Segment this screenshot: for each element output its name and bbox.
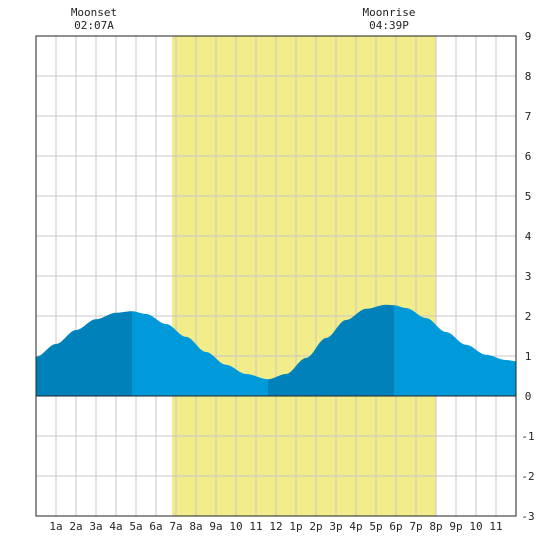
x-tick-label: 10 <box>229 520 242 533</box>
tide-falling-segment <box>132 311 268 396</box>
x-tick-label: 9p <box>449 520 462 533</box>
y-tick-label: -2 <box>521 470 534 483</box>
moonset-time: 02:07A <box>74 19 114 32</box>
y-tick-label: 0 <box>525 390 532 403</box>
x-tick-label: 11 <box>489 520 502 533</box>
y-tick-label: 2 <box>525 310 532 323</box>
y-axis-labels: -3 -2 -1 0 1 2 3 4 5 6 7 8 9 <box>521 30 534 523</box>
x-tick-label: 8p <box>429 520 442 533</box>
tide-falling-segment <box>394 305 516 396</box>
x-tick-label: 9a <box>209 520 222 533</box>
x-tick-label: 4p <box>349 520 362 533</box>
moonrise-time: 04:39P <box>369 19 409 32</box>
grid-lines <box>36 36 516 516</box>
x-tick-label: 6p <box>389 520 402 533</box>
x-tick-label: 12 <box>269 520 282 533</box>
y-tick-label: 6 <box>525 150 532 163</box>
x-tick-label: 5a <box>129 520 142 533</box>
y-tick-label: -3 <box>521 510 534 523</box>
x-axis-labels: 1a 2a 3a 4a 5a 6a 7a 8a 9a 10 11 12 1p 2p 3p 4p 5p 6p 7p 8p… <box>49 520 502 533</box>
y-tick-label: 4 <box>525 230 532 243</box>
x-tick-label: 1a <box>49 520 62 533</box>
moonset-label: Moonset <box>71 6 117 19</box>
y-tick-label: 7 <box>525 110 532 123</box>
x-tick-label: 1p <box>289 520 302 533</box>
x-tick-label: 6a <box>149 520 162 533</box>
tide-rising-segment <box>268 304 394 396</box>
moonrise-label: Moonrise <box>363 6 416 19</box>
tide-area <box>36 304 516 396</box>
x-tick-label: 3p <box>329 520 342 533</box>
x-tick-label: 4a <box>109 520 122 533</box>
y-tick-label: 9 <box>525 30 532 43</box>
tide-rising-segment <box>36 311 132 396</box>
y-tick-label: 3 <box>525 270 532 283</box>
plot-frame <box>35 35 517 517</box>
y-tick-label: 1 <box>525 350 532 363</box>
x-tick-label: 7a <box>169 520 182 533</box>
x-tick-label: 7p <box>409 520 422 533</box>
x-tick-label: 2a <box>69 520 82 533</box>
x-tick-label: 3a <box>89 520 102 533</box>
x-tick-label: 10 <box>469 520 482 533</box>
y-tick-label: -1 <box>521 430 534 443</box>
y-tick-label: 5 <box>525 190 532 203</box>
x-tick-label: 5p <box>369 520 382 533</box>
x-tick-label: 8a <box>189 520 202 533</box>
x-tick-label: 11 <box>249 520 262 533</box>
y-tick-label: 8 <box>525 70 532 83</box>
x-tick-label: 2p <box>309 520 322 533</box>
